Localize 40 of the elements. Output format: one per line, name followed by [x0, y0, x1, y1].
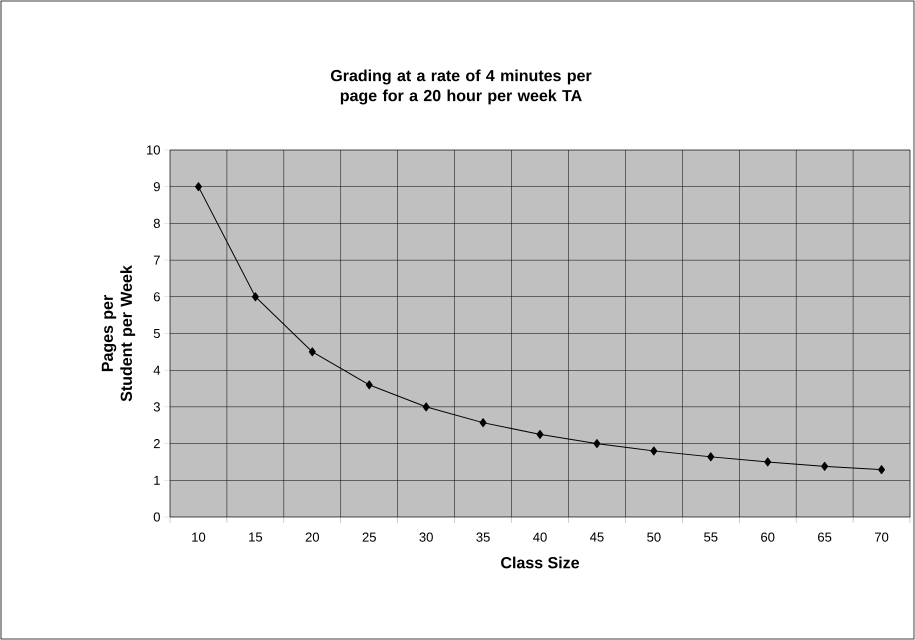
chart-title: Grading at a rate of 4 minutes per page for a 20 hour per week TA	[330, 70, 592, 104]
x-tick-label: 40	[533, 532, 547, 542]
point	[650, 446, 658, 456]
point	[878, 465, 886, 474]
point	[480, 418, 487, 428]
y-tick-label: 6	[154, 292, 160, 302]
x-tick-label: 70	[874, 532, 888, 542]
y-tick-label: 0	[154, 512, 160, 522]
y-tick-label: 9	[154, 182, 160, 192]
point	[593, 439, 600, 448]
point	[252, 292, 259, 302]
x-tick-label: 55	[704, 532, 718, 542]
x-tick-label: 60	[761, 532, 774, 542]
y-tick-label: 3	[154, 402, 160, 412]
y-tick-label: 1	[154, 476, 160, 485]
point	[194, 182, 202, 192]
y-tick-label: 7	[154, 256, 160, 265]
x-tick-label: 10	[192, 532, 206, 542]
point	[764, 457, 772, 466]
point	[366, 380, 373, 390]
point	[707, 452, 714, 462]
y-axis-title: Pages per Student per Week	[102, 265, 136, 402]
x-tick-label: 35	[476, 532, 490, 542]
x-tick-label: 25	[362, 532, 376, 542]
x-tick-label: 15	[249, 532, 262, 542]
x-tick-label: 45	[590, 532, 604, 542]
point	[536, 430, 544, 439]
x-tick-label: 50	[647, 532, 661, 542]
point	[308, 347, 316, 356]
x-tick-label: 20	[306, 532, 320, 542]
x-axis-title: Class Size	[501, 556, 580, 568]
point	[821, 462, 828, 471]
y-tick-label: 5	[154, 328, 160, 338]
point	[422, 402, 430, 412]
x-tick-label: 65	[818, 532, 832, 542]
x-tick-label: 30	[419, 532, 433, 542]
y-tick-label: 10	[147, 145, 160, 155]
y-tick-label: 8	[154, 218, 160, 228]
y-tick-label: 2	[154, 439, 160, 448]
y-tick-label: 4	[154, 366, 160, 375]
